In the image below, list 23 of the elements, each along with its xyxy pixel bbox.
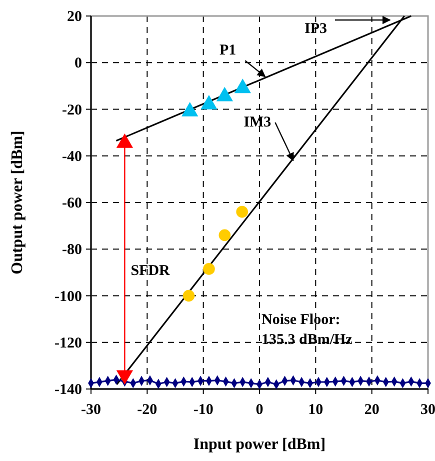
y-tick-label: -100: [54, 288, 82, 305]
x-tick-label: 20: [364, 402, 380, 418]
y-tick-label: 20: [67, 9, 82, 25]
annotation: IP3: [304, 21, 327, 37]
x-tick-label: -30: [81, 402, 101, 418]
x-tick-label: 0: [256, 402, 264, 418]
y-axis-title: Output power [dBm]: [9, 130, 26, 274]
y-tick-label: -20: [62, 102, 82, 118]
y-tick-label: -60: [62, 196, 82, 212]
y-tick-label: -80: [62, 242, 82, 258]
y-tick-label: 0: [74, 56, 82, 72]
y-tick-label: -40: [62, 148, 82, 165]
x-tick-label: 30: [420, 402, 435, 418]
y-tick-label: -140: [54, 382, 82, 398]
y-tick-label: -120: [54, 335, 82, 352]
annotation: Noise Floor: 135.3 dBm/Hz: [262, 312, 353, 348]
x-tick-label: -20: [137, 402, 158, 418]
x-tick-label: 10: [308, 402, 324, 418]
annotation: P1: [219, 42, 236, 59]
x-axis-title: Input power [dBm]: [193, 436, 326, 453]
annotation: IM3: [244, 114, 272, 131]
annotation: SFDR: [130, 262, 170, 279]
x-tick-label: -10: [193, 402, 214, 418]
